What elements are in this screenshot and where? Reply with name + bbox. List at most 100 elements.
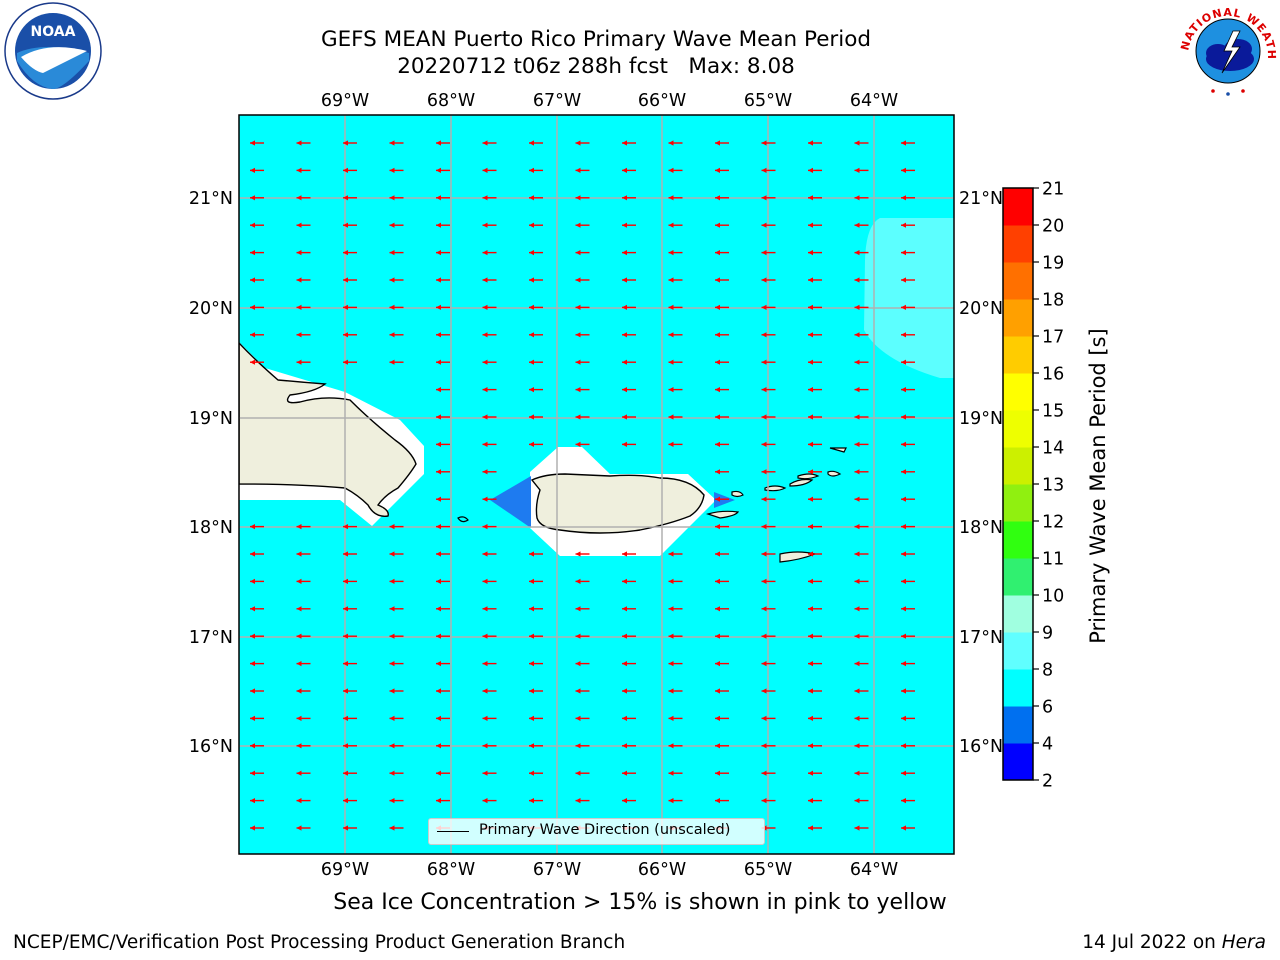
wave-arrow-head bbox=[389, 715, 395, 721]
wave-arrow-head bbox=[482, 195, 488, 201]
wave-arrow-head bbox=[715, 140, 720, 146]
wave-arrow-head bbox=[343, 359, 348, 365]
wave-arrow-head bbox=[622, 387, 627, 393]
wave-arrow-head bbox=[436, 222, 441, 228]
wave-arrow-head bbox=[482, 743, 488, 749]
colorbar-tick-label: 17 bbox=[1042, 328, 1064, 348]
lat-tick-right: 20°N bbox=[959, 299, 1003, 319]
wave-arrow-head bbox=[854, 304, 860, 310]
wave-arrow-head bbox=[250, 715, 255, 721]
wave-arrow-head bbox=[343, 250, 348, 256]
wave-arrow-head bbox=[296, 195, 302, 201]
wave-arrow-head bbox=[250, 661, 255, 667]
wave-arrow-head bbox=[389, 633, 395, 639]
wave-arrow-head bbox=[482, 688, 488, 694]
wave-arrow-head bbox=[668, 414, 674, 420]
lat-tick-left: 19°N bbox=[189, 409, 233, 429]
wave-arrow-head bbox=[715, 524, 720, 530]
colorbar-tick-label: 15 bbox=[1042, 402, 1064, 422]
wave-arrow-head bbox=[296, 250, 302, 256]
wave-arrow-head bbox=[343, 825, 348, 831]
wave-arrow-head bbox=[854, 770, 860, 776]
footer-date-text: 14 Jul 2022 on bbox=[1082, 932, 1222, 953]
wave-arrow-head bbox=[250, 332, 255, 338]
wave-arrow-head bbox=[389, 359, 395, 365]
wave-arrow-head bbox=[668, 387, 674, 393]
wave-arrow-head bbox=[715, 304, 720, 310]
wave-arrow-head bbox=[250, 304, 255, 310]
wave-arrow-head bbox=[901, 469, 906, 475]
wave-arrow-head bbox=[575, 387, 581, 393]
colorbar-block bbox=[1003, 299, 1033, 337]
footer-branch: NCEP/EMC/Verification Post Processing Pr… bbox=[13, 932, 626, 953]
colorbar-block bbox=[1003, 410, 1033, 448]
wave-arrow-head bbox=[622, 551, 627, 557]
wave-arrow-head bbox=[622, 195, 627, 201]
wave-arrow-head bbox=[296, 551, 302, 557]
wave-arrow-head bbox=[389, 743, 395, 749]
wave-arrow-head bbox=[854, 195, 860, 201]
colorbar-block bbox=[1003, 225, 1033, 263]
wave-arrow-head bbox=[529, 688, 534, 694]
wave-arrow-head bbox=[482, 414, 488, 420]
wave-arrow-head bbox=[250, 359, 255, 365]
wave-arrow-head bbox=[622, 578, 627, 584]
wave-arrow-head bbox=[296, 606, 302, 612]
wave-arrow-head bbox=[808, 414, 813, 420]
chart-title: GEFS MEAN Puerto Rico Primary Wave Mean … bbox=[246, 26, 946, 80]
wave-arrow-head bbox=[668, 250, 674, 256]
wave-arrow-head bbox=[901, 633, 906, 639]
wave-arrow-head bbox=[389, 167, 395, 173]
wave-arrow-head bbox=[761, 743, 767, 749]
wave-arrow-head bbox=[389, 661, 395, 667]
wave-arrow-head bbox=[901, 524, 906, 530]
wave-arrow-head bbox=[436, 524, 441, 530]
wave-arrow-head bbox=[343, 743, 348, 749]
wave-arrow-head bbox=[296, 140, 302, 146]
colorbar-tick-label: 18 bbox=[1042, 291, 1064, 311]
wave-arrow-head bbox=[854, 606, 860, 612]
wave-arrow-head bbox=[296, 524, 302, 530]
wave-arrow-head bbox=[622, 798, 627, 804]
wave-arrow-head bbox=[901, 167, 906, 173]
wave-arrow-head bbox=[343, 770, 348, 776]
wave-arrow-head bbox=[482, 715, 488, 721]
wave-arrow-head bbox=[715, 496, 720, 502]
wave-arrow-head bbox=[901, 496, 906, 502]
lon-tick-bottom: 67°W bbox=[533, 860, 581, 880]
colorbar-block bbox=[1003, 632, 1033, 670]
lat-tick-left: 20°N bbox=[189, 299, 233, 319]
wave-arrow-head bbox=[250, 167, 255, 173]
wave-arrow-head bbox=[250, 140, 255, 146]
wave-arrow-head bbox=[436, 688, 441, 694]
wave-arrow-head bbox=[436, 661, 441, 667]
wave-arrow-head bbox=[761, 359, 767, 365]
wave-arrow-head bbox=[296, 332, 302, 338]
wave-arrow-head bbox=[296, 743, 302, 749]
colorbar-tick-label: 16 bbox=[1042, 365, 1064, 385]
lat-tick-left: 16°N bbox=[189, 737, 233, 757]
wave-arrow-head bbox=[436, 195, 441, 201]
noaa-logo: NOAA bbox=[4, 2, 102, 100]
wave-arrow-head bbox=[436, 250, 441, 256]
wave-arrow-head bbox=[296, 798, 302, 804]
wave-arrow-head bbox=[668, 441, 674, 447]
wave-arrow-head bbox=[854, 222, 860, 228]
wave-arrow-head bbox=[296, 304, 302, 310]
wave-arrow-head bbox=[854, 167, 860, 173]
wave-arrow-head bbox=[715, 469, 720, 475]
wave-arrow-head bbox=[901, 304, 906, 310]
wave-arrow-head bbox=[436, 633, 441, 639]
wave-arrow-head bbox=[668, 195, 674, 201]
wave-arrow-head bbox=[529, 414, 534, 420]
wave-arrow-head bbox=[808, 633, 813, 639]
wave-arrow-head bbox=[296, 715, 302, 721]
wave-arrow-head bbox=[761, 661, 767, 667]
wave-arrow-head bbox=[529, 140, 534, 146]
colorbar-ticks: 2 4 6 8 9 10 11 12 13 14 15 16 17 18 19 20 21 bbox=[1033, 180, 1064, 792]
legend-label: Primary Wave Direction (unscaled) bbox=[479, 822, 731, 838]
wave-arrow-head bbox=[622, 277, 627, 283]
wave-arrow-head bbox=[436, 798, 441, 804]
wave-arrow-head bbox=[622, 441, 627, 447]
